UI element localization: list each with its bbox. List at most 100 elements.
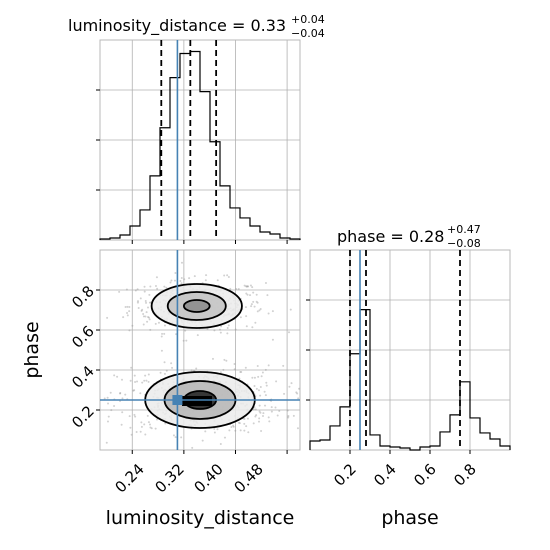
sample-point xyxy=(130,433,133,436)
sample-point xyxy=(141,381,144,384)
sample-point xyxy=(180,282,183,285)
sample-point xyxy=(171,366,174,369)
sample-point xyxy=(140,425,143,428)
sample-point xyxy=(107,402,110,405)
sample-point xyxy=(119,391,122,394)
sample-point xyxy=(263,390,266,393)
sample-point xyxy=(174,436,177,439)
sample-point xyxy=(265,384,268,387)
sample-point xyxy=(165,369,168,372)
sample-point xyxy=(254,408,257,411)
sample-point xyxy=(173,279,176,282)
sample-point xyxy=(204,430,207,433)
sample-point xyxy=(170,279,173,282)
sample-point xyxy=(144,433,147,436)
sample-point xyxy=(174,272,177,275)
sample-point xyxy=(121,411,124,414)
sample-point xyxy=(239,429,242,432)
sample-point xyxy=(113,404,116,407)
sample-point xyxy=(259,307,262,310)
sample-point xyxy=(154,322,157,325)
sample-point xyxy=(131,324,134,327)
sample-point xyxy=(267,416,270,419)
sample-point xyxy=(243,422,246,425)
sample-point xyxy=(201,439,204,442)
histogram-step xyxy=(309,309,511,451)
sample-point xyxy=(257,389,260,392)
sample-point xyxy=(124,393,127,396)
sample-point xyxy=(271,338,274,341)
sample-point xyxy=(165,286,168,289)
sample-point xyxy=(243,429,246,432)
sample-point xyxy=(103,397,106,400)
sample-point xyxy=(145,379,148,382)
x-axis-label-luminosity-distance: luminosity_distance xyxy=(106,507,295,529)
sample-point xyxy=(148,293,151,296)
sample-point xyxy=(154,284,157,287)
sample-point xyxy=(225,359,228,362)
sample-point xyxy=(188,277,191,280)
sample-point xyxy=(164,422,167,425)
sample-point xyxy=(125,288,128,291)
sample-point xyxy=(136,301,139,304)
sample-point xyxy=(245,315,248,318)
sample-point xyxy=(216,428,219,431)
sample-point xyxy=(139,297,142,300)
sample-point xyxy=(129,426,132,429)
sample-point xyxy=(118,290,121,293)
sample-point xyxy=(232,424,235,427)
sample-point xyxy=(270,410,273,413)
sample-point xyxy=(267,312,270,315)
sample-point xyxy=(295,391,298,394)
sample-point xyxy=(264,368,267,371)
sample-point xyxy=(264,404,267,407)
sample-point xyxy=(254,321,257,324)
sample-point xyxy=(105,441,108,444)
sample-point xyxy=(249,294,252,297)
sample-point xyxy=(150,427,153,430)
sample-point xyxy=(270,406,273,409)
sample-point xyxy=(196,334,199,337)
sample-point xyxy=(213,431,216,434)
sample-point xyxy=(154,427,157,430)
sample-point xyxy=(106,316,109,319)
sample-point xyxy=(250,303,253,306)
phase-xtick-label: 0.8 xyxy=(450,460,480,490)
sample-point xyxy=(126,311,129,314)
histogram-step xyxy=(99,50,301,240)
sample-point xyxy=(238,422,241,425)
sample-point xyxy=(247,431,250,434)
luminosity-distance-histogram-panel xyxy=(96,39,301,244)
sample-point xyxy=(128,329,131,332)
sample-point xyxy=(251,376,254,379)
sample-point xyxy=(289,308,292,311)
sample-point xyxy=(220,325,223,328)
sample-point xyxy=(185,339,188,342)
joint-ytick-label: 0.2 xyxy=(68,402,98,432)
sample-point xyxy=(275,380,278,383)
sample-point xyxy=(116,375,119,378)
sample-point xyxy=(238,377,241,380)
sample-point xyxy=(265,381,268,384)
sample-point xyxy=(182,339,185,342)
sample-point xyxy=(193,275,196,278)
sample-point xyxy=(216,279,219,282)
sample-point xyxy=(255,293,258,296)
sample-point xyxy=(243,418,246,421)
sample-point xyxy=(271,310,274,313)
sample-point xyxy=(223,436,226,439)
sample-point xyxy=(163,285,166,288)
joint-ytick-label: 0.8 xyxy=(68,282,98,312)
sample-point xyxy=(245,325,248,328)
sample-point xyxy=(288,385,291,388)
sample-point xyxy=(259,394,262,397)
sample-point xyxy=(245,292,248,295)
sample-point xyxy=(252,422,255,425)
sample-point xyxy=(147,421,150,424)
joint-ytick-label: 0.4 xyxy=(68,362,98,392)
sample-point xyxy=(262,412,265,415)
sample-point xyxy=(163,324,166,327)
sample-point xyxy=(143,379,146,382)
sample-point xyxy=(148,318,151,321)
sample-point xyxy=(268,420,271,423)
